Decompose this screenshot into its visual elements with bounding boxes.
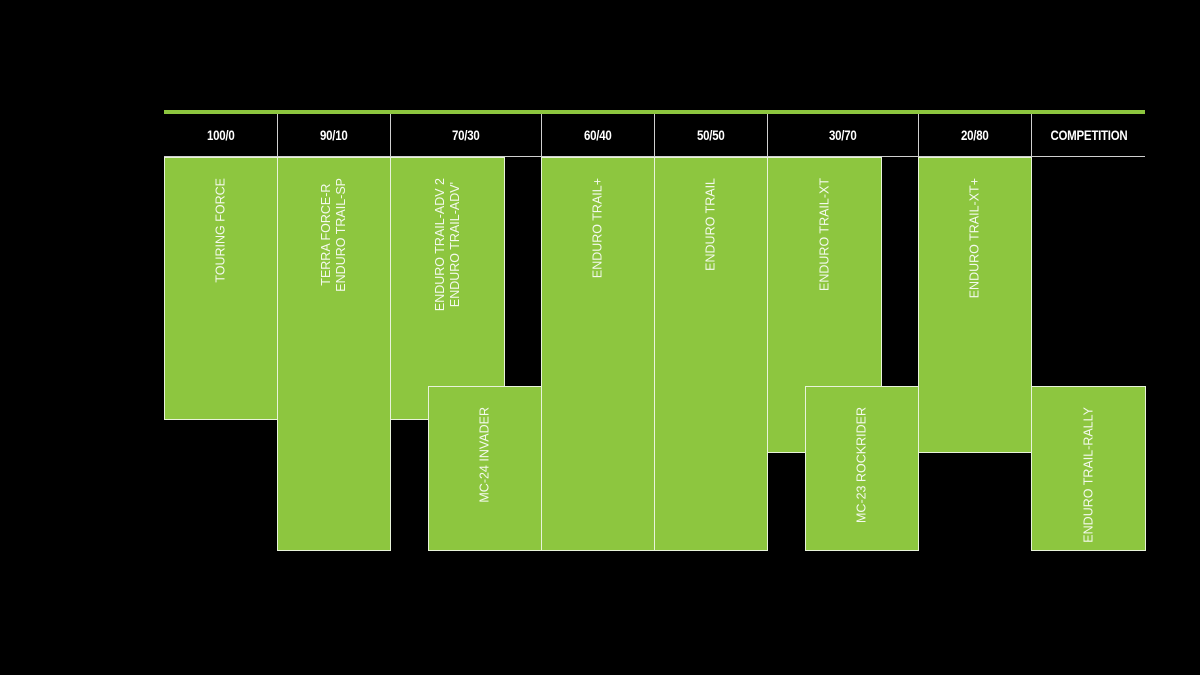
product-enduro-trail-adv: ENDURO TRAIL-ADV 2 ENDURO TRAIL-ADV' — [390, 157, 505, 420]
product-label: ENDURO TRAIL — [703, 178, 718, 271]
product-label: ENDURO TRAIL-XT+ — [967, 178, 982, 299]
header-20-80: 20/80 — [918, 114, 1031, 157]
product-enduro-trail-plus: ENDURO TRAIL+ — [541, 157, 655, 551]
header-50-50: 50/50 — [654, 114, 767, 157]
product-mc23-rockrider: MC-23 ROCKRIDER — [805, 386, 919, 551]
product-enduro-trail: ENDURO TRAIL — [654, 157, 768, 551]
header-label: COMPETITION — [1049, 127, 1128, 143]
header-label: 30/70 — [829, 127, 857, 143]
accent-top-line — [164, 110, 1145, 114]
header-label: 90/10 — [320, 127, 348, 143]
product-label: MC-23 ROCKRIDER — [854, 407, 869, 523]
product-mc24-invader: MC-24 INVADER — [428, 386, 542, 551]
header-label: 70/30 — [452, 127, 480, 143]
product-label: ENDURO TRAIL-ADV 2 ENDURO TRAIL-ADV' — [432, 178, 462, 312]
product-label: ENDURO TRAIL-XT — [817, 178, 831, 291]
product-label: TOURING FORCE — [213, 178, 228, 283]
product-touring-force: TOURING FORCE — [164, 157, 278, 420]
header-90-10: 90/10 — [277, 114, 390, 157]
header-label: 100/0 — [206, 127, 235, 143]
product-enduro-trail-xt-plus: ENDURO TRAIL-XT+ — [918, 157, 1032, 453]
product-label: ENDURO TRAIL+ — [590, 178, 605, 279]
header-label: 60/40 — [584, 127, 612, 143]
product-enduro-trail-rally: ENDURO TRAIL-RALLY — [1031, 386, 1146, 551]
product-terra-force-enduro-sp: TERRA FORCE-R ENDURO TRAIL-SP — [277, 157, 391, 551]
header-competition: COMPETITION — [1031, 114, 1145, 157]
header-100-0: 100/0 — [164, 114, 277, 157]
header-label: 50/50 — [697, 127, 725, 143]
product-label: TERRA FORCE-R ENDURO TRAIL-SP — [319, 178, 348, 292]
product-label: MC-24 INVADER — [477, 407, 492, 503]
header-label: 20/80 — [961, 127, 989, 143]
header-30-70: 30/70 — [767, 114, 918, 157]
header-70-30: 70/30 — [390, 114, 541, 157]
header-60-40: 60/40 — [541, 114, 654, 157]
product-label: ENDURO TRAIL-RALLY — [1081, 407, 1095, 543]
